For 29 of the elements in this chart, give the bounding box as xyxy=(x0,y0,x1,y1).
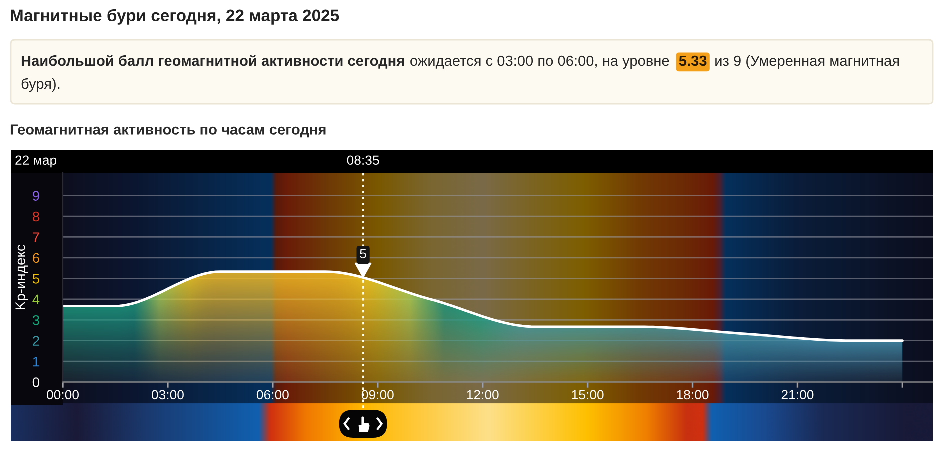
y-tick-label: 0 xyxy=(32,378,40,388)
x-tick-label: 21:00 xyxy=(782,390,814,400)
y-tick-label: 1 xyxy=(33,357,40,367)
x-tick-label: 00:00 xyxy=(47,390,79,400)
x-tick-label: 15:00 xyxy=(572,390,604,400)
x-tick-label: 06:00 xyxy=(256,390,289,400)
x-tick-label: 18:00 xyxy=(677,390,709,400)
y-tick-label: 3 xyxy=(32,315,40,326)
text: ожидается с 03:00 по 06:00, на уровне xyxy=(410,56,670,70)
y-tick-label: 2 xyxy=(33,336,40,346)
y-axis-title: Kp-индекс xyxy=(16,244,28,310)
text: Наибольшой балл геомагнитной активности сегодня xyxy=(22,55,404,69)
x-tick-label: 12:00 xyxy=(467,390,499,400)
chart-title: Магнитные бури сегодня, 22 марта 2025 xyxy=(11,9,340,25)
text: 5.33 xyxy=(679,56,707,66)
y-tick-label: 7 xyxy=(33,232,40,242)
y-tick-label: 9 xyxy=(33,191,40,201)
ref-line-label: 08:35 xyxy=(347,156,380,166)
y-tick-label: 5 xyxy=(32,274,40,284)
y-tick-label: 6 xyxy=(33,253,40,264)
chart-subtitle: Геомагнитная активность по часам сегодня xyxy=(10,124,326,138)
text: из 9 (Умеренная магнитная xyxy=(716,55,900,70)
y-tick-label: 8 xyxy=(32,212,40,222)
y-tick-label: 4 xyxy=(32,294,40,304)
x-tick-label: 03:00 xyxy=(152,390,184,400)
x-tick-label: 09:00 xyxy=(362,390,394,400)
text: буря). xyxy=(22,78,60,92)
annotation: 5 xyxy=(360,249,366,259)
text: 22 мар xyxy=(16,156,57,168)
